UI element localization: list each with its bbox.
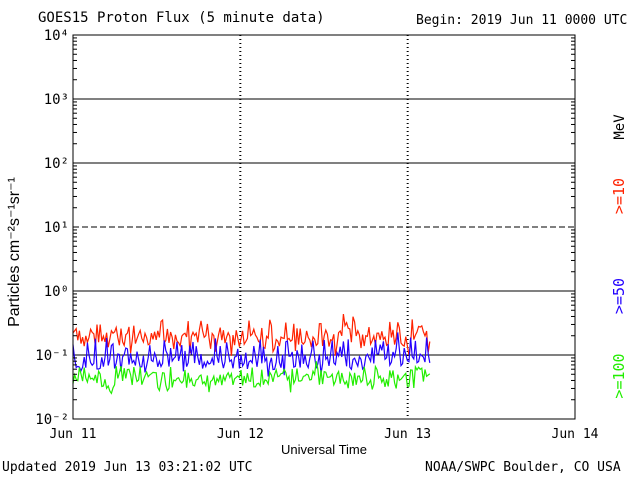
begin-time: Begin: 2019 Jun 11 0000 UTC [416, 13, 628, 28]
series-line-3 [72, 361, 431, 395]
legend-label: >=50 [610, 278, 628, 314]
legend-label: >=10 [610, 178, 628, 214]
y-tick-label: 10⁻¹ [35, 348, 69, 364]
y-tick-label: 10⁻² [35, 412, 69, 428]
updated-time: Updated 2019 Jun 13 03:21:02 UTC [2, 460, 253, 475]
y-tick-label: 10³ [44, 92, 69, 108]
y-tick-label: 10² [44, 156, 69, 172]
series-line-1 [72, 314, 431, 356]
y-tick-label: 10¹ [44, 220, 69, 236]
legend-unit: MeV [612, 114, 628, 140]
grid-layer [73, 35, 575, 419]
axes-layer: 10⁻² 10⁻¹ 10⁰ 10¹ 10² 10³ 10⁴ Jun 11 Jun 12 Jun 1… [35, 28, 628, 442]
x-tick-label: Jun 14 [552, 427, 599, 442]
x-axis-label: Universal Time [281, 442, 367, 457]
x-tick-label: Jun 12 [217, 427, 264, 442]
x-tick-label: Jun 13 [384, 427, 431, 442]
series-layer [72, 314, 431, 395]
y-axis-label: Particles cm⁻²s⁻¹sr⁻¹ [6, 177, 23, 327]
chart-title: GOES15 Proton Flux (5 minute data) [38, 10, 325, 26]
series-line-2 [72, 332, 431, 377]
credit-text: NOAA/SWPC Boulder, CO USA [425, 460, 621, 475]
plot-frame [72, 34, 576, 420]
y-tick-label: 10⁰ [44, 284, 69, 300]
x-tick-label: Jun 11 [50, 427, 97, 442]
y-tick-label: 10⁴ [44, 28, 69, 44]
legend-label: >=100 [610, 353, 628, 398]
